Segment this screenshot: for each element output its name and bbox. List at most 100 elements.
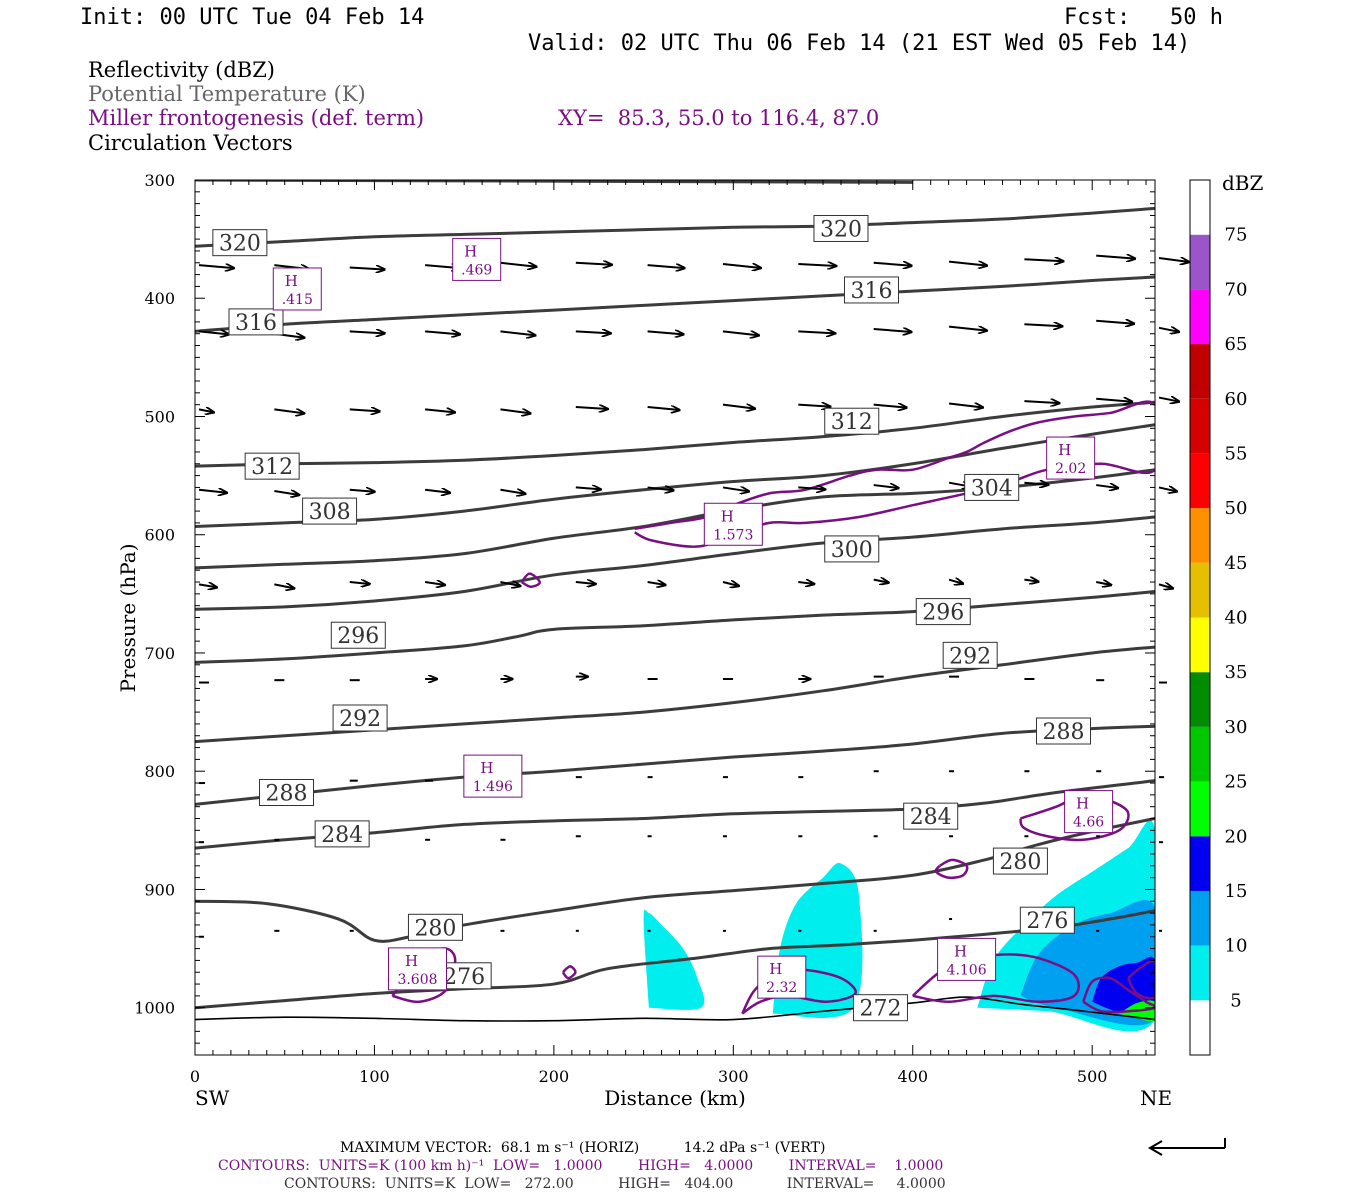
- circulation-vector: [198, 331, 229, 334]
- theta-label-text: 276: [443, 965, 485, 990]
- theta-contour-label: 272: [852, 994, 908, 1022]
- colorbar-swatch: [1190, 180, 1210, 235]
- cross-section-endpoints: XY= 85.3, 55.0 to 116.4, 87.0: [558, 106, 880, 130]
- theta-label-text: 280: [999, 850, 1041, 875]
- circulation-vector: [647, 265, 685, 268]
- circulation-vector: [798, 331, 835, 333]
- circulation-vector: [349, 331, 385, 333]
- theta-label-box: [259, 779, 315, 806]
- circulation-vector: [349, 582, 370, 584]
- theta-contour-label: 288: [259, 779, 315, 807]
- y-tick-label: 400: [144, 289, 175, 308]
- theta-contour-label: 280: [992, 847, 1048, 875]
- circulation-vector: [575, 487, 601, 489]
- high-label-letter: H: [405, 952, 418, 970]
- theta-label-box: [332, 704, 388, 732]
- theta-label-box: [824, 407, 880, 435]
- circulation-vector: [722, 405, 755, 409]
- colorbar-swatch: [1190, 562, 1210, 618]
- frontogenesis-contour: [1082, 976, 1155, 1014]
- colorbar-swatch: [1190, 945, 1210, 1001]
- valid-time: Valid: 02 UTC Thu 06 Feb 14 (21 EST Wed …: [528, 31, 1191, 56]
- theta-label-box: [302, 497, 358, 525]
- frontogenesis-contour: [1126, 959, 1155, 1000]
- circulation-vector: [873, 485, 899, 488]
- colorbar: 5 10 15 20 25 30 35 40 45 50 55 60 65 70 75: [1189, 179, 1248, 1056]
- circulation-vector-layer: [198, 256, 1189, 938]
- theta-label-box: [915, 598, 971, 626]
- circulation-vector: [198, 584, 217, 587]
- theta-contour-layer: [195, 180, 1155, 1022]
- high-label-box: [388, 947, 448, 991]
- colorbar-tick-label: 25: [1225, 772, 1248, 793]
- circulation-vector: [1096, 582, 1111, 585]
- high-label-letter: H: [769, 960, 782, 978]
- circulation-vector: [349, 409, 380, 411]
- frontogenesis-high-label: H 4.106: [937, 937, 997, 981]
- high-label-value: 3.608: [397, 972, 437, 988]
- frontogenesis-contour: [634, 400, 1155, 548]
- circulation-vector: [948, 580, 963, 584]
- circulation-vector: [425, 331, 460, 334]
- colorbar-tick-label: 55: [1225, 443, 1248, 464]
- colorbar-tick-label: 20: [1225, 826, 1248, 847]
- theta-label-text: 316: [850, 279, 892, 304]
- colorbar-swatch: [1190, 508, 1210, 563]
- theta-label-box: [813, 214, 869, 242]
- circulation-vector: [500, 490, 525, 494]
- colorbar-tick-label: 10: [1225, 936, 1248, 957]
- high-label-box: [1046, 436, 1096, 480]
- frontogenesis-contour-note: CONTOURS: UNITS=K (100 km h)⁻¹ LOW= 1.00…: [218, 1158, 944, 1174]
- init-time: Init: 00 UTC Tue 04 Feb 14: [80, 5, 425, 30]
- circulation-vector: [722, 582, 739, 586]
- circulation-vector: [647, 582, 666, 585]
- circulation-vector: [500, 261, 536, 267]
- colorbar-swatch: [1190, 453, 1210, 509]
- x-tick-label: 500: [1077, 1067, 1108, 1086]
- circulation-vector: [198, 265, 234, 268]
- circulation-vector: [349, 268, 385, 270]
- circulation-vector: [948, 403, 983, 407]
- high-label-value: 4.106: [947, 962, 987, 978]
- circulation-vector: [1024, 483, 1048, 485]
- theta-contour-label: 292: [942, 641, 998, 669]
- theta-label-text: 308: [309, 500, 351, 525]
- theta-contour-label: 304: [964, 473, 1020, 501]
- high-label-box: [937, 937, 997, 981]
- circulation-vector: [1158, 328, 1179, 332]
- high-label-box: [452, 237, 502, 281]
- theta-label-box: [212, 229, 268, 257]
- circulation-vector: [274, 491, 299, 495]
- y-tick-label: 700: [144, 644, 175, 663]
- circulation-vector: [647, 331, 684, 334]
- theta-contour-label: 320: [813, 214, 869, 242]
- theta-label-text: 316: [235, 311, 277, 336]
- colorbar-tick-label: 65: [1225, 334, 1248, 355]
- circulation-vector: [274, 409, 304, 413]
- theta-label-box: [407, 913, 463, 941]
- circulation-vector: [647, 407, 680, 410]
- colorbar-tick-label: 70: [1225, 279, 1248, 300]
- circulation-vector: [948, 325, 987, 331]
- colorbar-tick-label: 15: [1225, 881, 1248, 902]
- frontogenesis-high-label: H 1.573: [703, 502, 763, 546]
- theta-contour-312: [195, 400, 1155, 468]
- high-label-value: .415: [282, 292, 313, 308]
- x-start-label: SW: [195, 1086, 230, 1110]
- colorbar-title: dBZ: [1222, 171, 1264, 195]
- theta-label-box: [228, 308, 284, 336]
- colorbar-tick-label: 50: [1225, 498, 1248, 519]
- theta-label-text: 312: [831, 410, 873, 435]
- colorbar-swatch: [1190, 836, 1210, 891]
- high-label-value: 1.573: [713, 527, 753, 543]
- theta-label-box: [903, 802, 959, 830]
- high-label-letter: H: [464, 242, 477, 260]
- frontogenesis-high-label: H 4.66: [1064, 790, 1114, 834]
- theta-label-box: [314, 820, 370, 848]
- theta-label-box: [992, 847, 1048, 875]
- theta-contour-label: 308: [302, 497, 358, 525]
- x-tick-label: 0: [190, 1067, 200, 1086]
- theta-contour-272: [195, 996, 1155, 1022]
- circulation-vector: [500, 409, 530, 413]
